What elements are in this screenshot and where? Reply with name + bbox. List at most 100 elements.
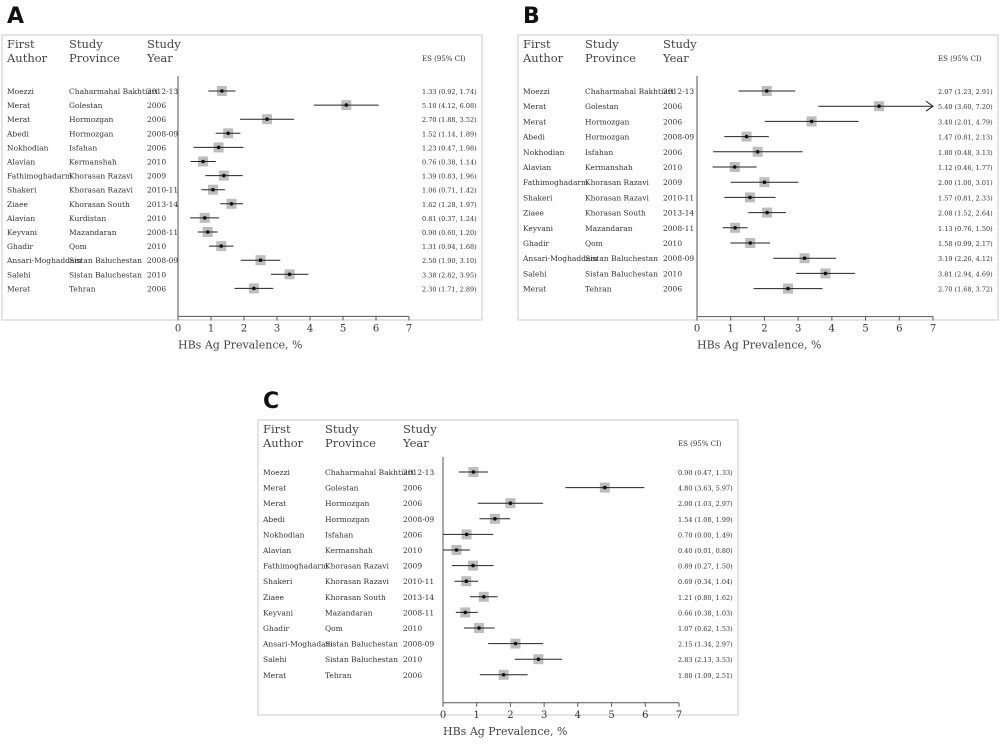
x-tick-label: 2	[241, 323, 247, 334]
row-author: Merat	[523, 117, 546, 126]
point-estimate	[508, 501, 513, 506]
row-es-ci: 0.40 (0.01, 0.80)	[678, 547, 733, 555]
row-author: Ziaee	[523, 209, 545, 218]
header-author-line2: Author	[262, 436, 304, 450]
row-year: 2006	[147, 101, 166, 110]
row-es-ci: 2.83 (2.13, 3.53)	[678, 656, 733, 664]
row-province: Tehran	[69, 284, 96, 293]
row-es-ci: 1.39 (0.83, 1.96)	[422, 173, 477, 181]
row-author: Ansari-Moghaddam	[6, 256, 82, 265]
row-author: Alavian	[6, 214, 35, 223]
point-estimate	[201, 159, 205, 164]
row-province: Mazandaran	[69, 228, 117, 237]
row-es-ci: 3.40 (2.01, 4.79)	[938, 118, 993, 126]
row-province: Khorasan Razavi	[325, 562, 389, 571]
x-tick-label: 3	[541, 710, 547, 721]
row-province: Sistan Baluchestan	[69, 270, 142, 279]
panel-letter: C	[263, 389, 279, 414]
row-author: Merat	[263, 499, 286, 508]
row-year: 2008-11	[663, 224, 694, 233]
x-tick-label: 6	[896, 324, 902, 335]
row-province: Mazandaran	[325, 608, 373, 617]
row-year: 2013-14	[403, 593, 434, 602]
row-author: Keyvani	[263, 608, 294, 617]
header-author-line2: Author	[6, 51, 48, 65]
row-es-ci: 2.07 (1.23, 2.91)	[938, 88, 993, 96]
row-province: Qom	[69, 242, 87, 251]
row-author: Salehi	[263, 655, 287, 664]
x-tick-label: 5	[862, 324, 868, 335]
row-es-ci: 5.40 (3.60, 7.20)	[938, 103, 993, 111]
point-estimate	[748, 241, 753, 245]
x-tick-label: 0	[175, 323, 181, 334]
row-province: Golestan	[325, 484, 359, 493]
point-estimate	[463, 610, 468, 615]
row-es-ci: 2.00 (1.00, 3.01)	[938, 179, 993, 187]
point-estimate	[464, 579, 469, 583]
row-es-ci: 1.80 (1.09, 2.51)	[678, 672, 733, 680]
row-province: Tehran	[585, 285, 612, 294]
point-estimate	[765, 210, 769, 215]
panel-frame	[1, 34, 483, 321]
x-tick-label: 1	[474, 710, 480, 721]
point-estimate	[536, 657, 541, 661]
point-estimate	[229, 202, 234, 206]
row-year: 2010	[663, 239, 682, 248]
row-year: 2012-13	[403, 468, 434, 477]
row-province: Kurdistan	[69, 214, 106, 223]
row-year: 2006	[403, 530, 422, 539]
point-estimate	[216, 145, 221, 150]
row-author: Abedi	[6, 129, 29, 138]
row-es-ci: 0.81 (0.37, 1.24)	[422, 215, 477, 223]
row-year: 2006	[147, 143, 166, 152]
point-estimate	[733, 226, 737, 230]
row-author: Moezzi	[523, 87, 551, 96]
panel-frame	[517, 34, 999, 321]
row-author: Abedi	[522, 133, 545, 142]
row-es-ci: 3.19 (2.26, 4.12)	[938, 255, 993, 263]
row-year: 2013-14	[147, 200, 178, 209]
row-year: 2010-11	[403, 577, 434, 586]
point-estimate	[205, 230, 210, 234]
row-province: Khorasan South	[325, 593, 386, 602]
row-year: 2008-11	[147, 228, 178, 237]
point-estimate	[287, 272, 292, 277]
point-estimate	[603, 485, 607, 490]
row-year: 2006	[663, 285, 682, 294]
point-estimate	[513, 641, 518, 646]
x-axis-label: HBs Ag Prevalence, %	[443, 725, 567, 738]
row-author: Merat	[7, 284, 30, 293]
row-es-ci: 1.47 (0.81, 2.13)	[938, 134, 993, 142]
row-author: Merat	[7, 101, 30, 110]
point-estimate	[454, 548, 459, 552]
row-es-ci: 0.90 (0.60, 1.20)	[422, 229, 477, 237]
header-year-line2: Year	[402, 436, 429, 450]
row-year: 2006	[403, 484, 422, 493]
row-author: Alavian	[262, 546, 291, 555]
row-province: Khorasan South	[69, 200, 130, 209]
x-tick-label: 2	[761, 324, 767, 335]
row-es-ci: 1.58 (0.99, 2.17)	[938, 240, 993, 248]
row-province: Khorasan Razavi	[325, 577, 389, 586]
point-estimate	[764, 89, 769, 93]
point-estimate	[202, 216, 207, 220]
point-estimate	[501, 673, 506, 677]
row-province: Sistan Baluchestan	[325, 655, 398, 664]
row-es-ci: 1.33 (0.92, 1.74)	[422, 88, 477, 96]
point-estimate	[481, 595, 486, 599]
row-province: Sistan Baluchestan	[585, 269, 658, 278]
point-estimate	[252, 286, 256, 291]
header-es-ci: ES (95% CI)	[422, 55, 466, 63]
row-province: Chaharmahal Bakhtiari	[325, 468, 414, 477]
row-author: Nokhodian	[263, 530, 305, 539]
row-province: Isfahan	[585, 148, 613, 157]
header-author-line2: Author	[522, 51, 564, 65]
header-es-ci: ES (95% CI)	[938, 55, 982, 63]
x-axis-label: HBs Ag Prevalence, %	[697, 339, 821, 352]
row-es-ci: 0.69 (0.34, 1.04)	[678, 578, 733, 586]
row-author: Ghadir	[523, 239, 549, 248]
row-province: Kermanshah	[325, 546, 373, 555]
row-es-ci: 1.62 (1.28, 1.97)	[422, 201, 477, 209]
header-es-ci: ES (95% CI)	[678, 440, 722, 448]
